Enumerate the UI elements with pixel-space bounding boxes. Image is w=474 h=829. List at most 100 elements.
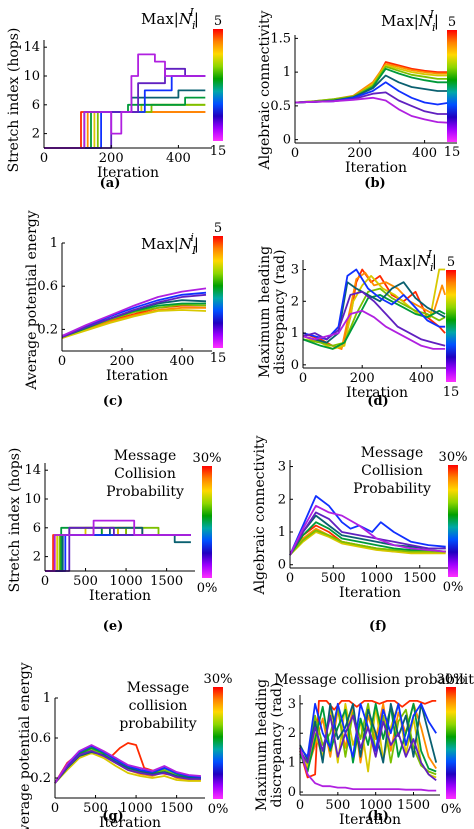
x-tick-label: 400 <box>412 146 437 161</box>
panel-c: 0 200 400 0.2 0.6 1 Iteration Average potential… <box>24 210 226 409</box>
x-tick-label: 0 <box>299 371 307 386</box>
y-axis-label: Maximum headingdiscrepancy (rad) <box>257 246 288 378</box>
series-line <box>44 67 206 149</box>
x-axis-label: Iteration <box>346 385 408 401</box>
x-tick-label: 500 <box>325 798 350 813</box>
legend-title: Message Collision Probability <box>106 448 184 500</box>
x-tick-label: 1500 <box>150 574 183 589</box>
series-group <box>289 495 446 556</box>
x-tick-label: 500 <box>73 574 98 589</box>
series-line <box>299 747 437 792</box>
series-group <box>294 61 451 124</box>
series-line <box>289 529 446 556</box>
y-tick-label: 1 <box>288 756 296 771</box>
y-tick-label: 6 <box>32 98 40 113</box>
colorbar-top-label: 30% <box>439 450 468 465</box>
y-tick-label: 0.2 <box>30 771 51 786</box>
series-line <box>61 293 207 338</box>
x-tick-label: 400 <box>170 354 195 369</box>
series-line <box>289 504 446 556</box>
x-tick-label: 1000 <box>360 571 393 586</box>
panel-label: (f) <box>369 619 387 634</box>
colorbar-top-label: 5 <box>447 255 455 270</box>
panel-d: 0 200 400 0 1 2 3 Iteration Maximum headingdiscr… <box>257 246 459 409</box>
legend-title: Max|NIi| <box>141 231 199 257</box>
colorbar-top-label: 5 <box>214 14 222 29</box>
x-axis-label: Iteration <box>106 368 168 384</box>
series-line <box>289 521 446 556</box>
series-group <box>44 53 206 149</box>
y-tick-label: 0.6 <box>30 731 51 746</box>
colorbar-top-label: 5 <box>448 15 456 30</box>
y-tick-label: 0 <box>278 558 286 573</box>
x-tick-label: 500 <box>321 571 346 586</box>
colorbar <box>447 30 457 142</box>
x-tick-label: 1500 <box>403 571 436 586</box>
series-line <box>44 89 206 149</box>
series-line <box>289 511 446 556</box>
panel-a: 0 200 400 2 6 10 14 Iteration Stretch index (hop… <box>6 6 226 191</box>
x-tick-label: 500 <box>83 801 108 816</box>
colorbar-bottom-label: 0% <box>197 581 218 596</box>
series-line <box>299 700 437 779</box>
colorbar-bottom-label: 15 <box>443 385 460 400</box>
series-line <box>54 752 201 784</box>
x-tick-label: 1000 <box>110 574 143 589</box>
y-tick-label: 3 <box>291 263 299 278</box>
x-axis-label: Iteration <box>345 160 407 176</box>
series-line <box>299 714 437 782</box>
y-tick-label: 3 <box>288 697 296 712</box>
x-tick-label: 200 <box>110 354 135 369</box>
series-group <box>302 268 446 350</box>
series-line <box>44 111 206 149</box>
y-tick-label: 2 <box>32 127 40 142</box>
y-tick-label: 0.5 <box>270 99 291 114</box>
colorbar-top-label: 30% <box>437 672 466 687</box>
legend-title: Message collision probability <box>119 680 196 732</box>
series-line <box>61 309 207 339</box>
series-line <box>302 309 446 350</box>
y-tick-label: 1 <box>291 326 299 341</box>
series-line <box>44 53 206 149</box>
series-line <box>289 514 446 556</box>
x-tick-label: 0 <box>40 151 48 166</box>
legend-title: Message Collision Probability <box>353 445 431 497</box>
series-line <box>289 531 446 556</box>
x-axis-label: Iteration <box>89 588 151 604</box>
x-tick-label: 1500 <box>397 798 430 813</box>
x-tick-label: 1000 <box>359 798 392 813</box>
series-line <box>299 702 438 764</box>
y-tick-label: 2 <box>278 492 286 507</box>
x-tick-label: 200 <box>350 371 375 386</box>
y-tick-label: 1.5 <box>270 31 291 46</box>
y-tick-label: 10 <box>24 492 41 507</box>
x-tick-label: 0 <box>51 801 59 816</box>
y-tick-label: 6 <box>33 521 41 536</box>
series-line <box>45 526 191 572</box>
colorbar <box>213 29 223 141</box>
legend-title: Message collision probability <box>274 672 474 688</box>
series-line <box>294 96 451 124</box>
x-axis-label: Iteration <box>97 165 159 181</box>
series-line <box>302 293 446 350</box>
colorbar <box>213 236 223 348</box>
y-tick-label: 0.6 <box>37 279 58 294</box>
x-tick-label: 0 <box>291 146 299 161</box>
x-tick-label: 200 <box>99 151 124 166</box>
x-tick-label: 400 <box>166 151 191 166</box>
legend-title: Max|NiI| <box>381 8 439 34</box>
y-axis-label: Average potential energy <box>17 662 33 829</box>
x-tick-label: 1500 <box>160 801 193 816</box>
colorbar-bottom-label: 0% <box>441 802 462 817</box>
colorbar-bottom-label: 15 <box>210 351 227 366</box>
x-tick-label: 1000 <box>120 801 153 816</box>
series-line <box>61 291 207 337</box>
y-tick-label: 3 <box>278 460 286 475</box>
y-tick-label: 0 <box>283 133 291 148</box>
panel-b: 0 200 400 0 0.5 1 1.5 Iteration Algebraic connec… <box>257 8 460 191</box>
colorbar <box>446 270 456 382</box>
panel-f: 0 500 1000 1500 0 1 2 3 Iteration Algebraic conne… <box>252 435 467 634</box>
panel-label: (h) <box>367 809 389 824</box>
panel-h: 0 500 1000 1500 0 1 2 3 Iteration Maximum heading… <box>254 672 474 828</box>
panel-label: (e) <box>103 619 124 634</box>
